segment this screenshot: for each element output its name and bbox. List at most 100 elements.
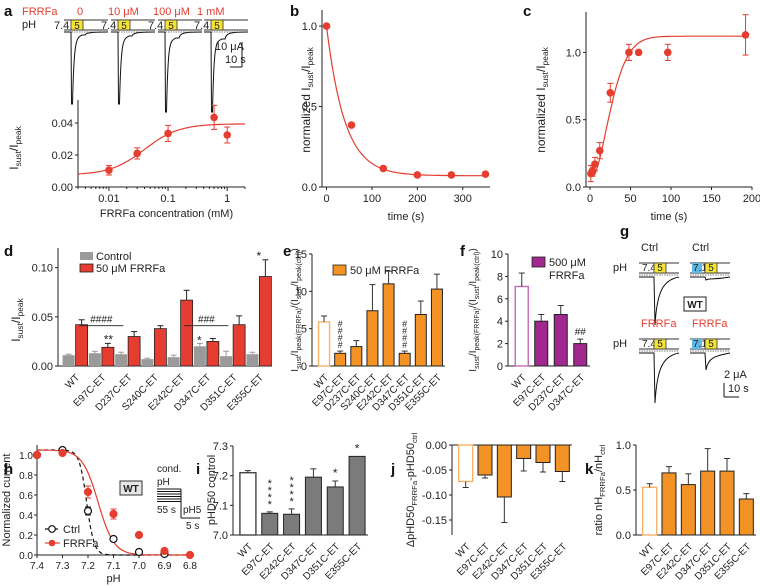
axis-label-part: /I (534, 65, 548, 72)
panel-label-g: g (620, 223, 629, 240)
ph-start-label: 7.4 (148, 20, 163, 32)
significance-star: * (257, 249, 262, 263)
x-tick-label: 0 (323, 193, 329, 205)
panel-label-b: b (290, 3, 299, 20)
x-tick-label: 1 (224, 193, 230, 205)
axis-label-part: pHD50 control (206, 455, 218, 525)
scale-time-label: 10 s (225, 54, 246, 66)
axis-label-part: I (9, 338, 23, 341)
fit-curve (590, 35, 748, 177)
legend-label-ctrl: Ctrl (63, 524, 80, 536)
bar (516, 444, 532, 459)
significance-hash: # (338, 319, 343, 329)
axis-label-y: Isust/Ipeak(FRRFa)/(Isust/Ipeak(ctrl)) (468, 248, 481, 371)
data-point (591, 160, 599, 168)
x-tick-label: 200 (408, 193, 426, 205)
axis-label-part: ctrl (598, 444, 607, 455)
axis-label-part: peak (540, 46, 550, 65)
axis-label-part: /I (9, 316, 23, 323)
frrfa-row-label: FRRFa (22, 6, 58, 18)
ph-step-box (704, 338, 718, 350)
panel-label-i: i (196, 461, 200, 478)
wt-badge-label: WT (687, 300, 703, 311)
axis-label-part: I (290, 369, 301, 372)
axis-label-y: Normalized current (1, 454, 13, 547)
significance-hash: # (402, 319, 407, 329)
axis-label-part: peak (13, 125, 23, 144)
ph-step-box (653, 338, 667, 350)
data-point-frrfa (58, 448, 67, 458)
axis-label-part: peak(FRRFa) (474, 308, 481, 350)
data-point (663, 48, 672, 57)
axis-label-part: /nH (593, 455, 605, 472)
x-tick-label: 0.01 (98, 193, 119, 205)
axis-label-part: /I (7, 144, 21, 151)
axis-label-y: pHD50 control (206, 455, 218, 525)
data-point (322, 22, 331, 30)
x-axis-label: time (s) (651, 211, 688, 223)
protocol-step-label: pH5 (183, 505, 202, 516)
ph-step-box (653, 262, 667, 274)
data-point-ctrl (109, 534, 118, 544)
axis-label-part: sust (13, 150, 23, 166)
data-point (105, 166, 113, 174)
data-point-frrfa (109, 509, 118, 519)
bar (535, 444, 551, 463)
bar-frrfa (232, 324, 246, 367)
y-tick-label: 0.8 (19, 471, 33, 482)
panel-label-k: k (585, 461, 594, 478)
bar (350, 346, 363, 367)
y-tick-label: 0.5 (302, 102, 317, 114)
protocol-label: pH (157, 477, 170, 488)
ph-start-label: 7.4 (642, 263, 656, 274)
legend-label: FRRFa (549, 270, 585, 282)
fit-curve (77, 123, 246, 175)
legend-swatch (531, 256, 546, 268)
y-tick-label: 2 (497, 339, 503, 351)
bar (414, 313, 427, 367)
axis-label-part: /I (290, 351, 301, 357)
y-tick-label: -0.15 (422, 515, 447, 527)
ph-cond-box (692, 263, 702, 273)
bar (382, 283, 395, 367)
condition-label: Ctrl (692, 242, 709, 254)
ph-step-label: 5 (657, 263, 663, 274)
data-point (133, 149, 141, 158)
x-axis-label: pH (106, 573, 120, 585)
protocol-label: cond. (157, 464, 181, 475)
axis-label-part: ctrl (410, 432, 419, 443)
y-tick-label: 0.0 (566, 182, 581, 194)
bar-frrfa (127, 336, 141, 367)
ph-row-label: pH (613, 262, 627, 274)
bar (304, 476, 322, 536)
bar (700, 470, 716, 536)
axis-label-part: sust (474, 356, 481, 369)
bar (283, 513, 301, 536)
data-point (606, 88, 615, 97)
panel-label-d: d (4, 243, 13, 260)
significance-hash: # (402, 326, 407, 336)
current-trace (690, 352, 731, 371)
y-tick-label: 7.0 (213, 530, 228, 542)
y-tick-label: 6 (497, 294, 503, 306)
ph-step-box (210, 19, 224, 31)
data-point (595, 146, 604, 155)
data-point (741, 31, 750, 39)
panel-label-f: f (460, 243, 466, 260)
significance-hash: # (338, 333, 343, 343)
y-tick-label: 1.0 (302, 21, 317, 33)
bar-frrfa (180, 299, 194, 367)
axis-label-y: normalized Isust/Ipeak (299, 46, 315, 152)
fit-curve (325, 26, 486, 177)
x-axis-label: time (s) (388, 211, 425, 223)
axis-label-part: /I (468, 351, 479, 357)
bar (317, 321, 331, 367)
data-point-frrfa (32, 450, 42, 460)
x-tick-label: 7.1 (107, 561, 121, 572)
ph-step-label: 5 (214, 21, 220, 32)
condition-label: FRRFa (641, 318, 677, 330)
y-tick-label: 0.0 (302, 182, 317, 194)
wt-badge-label: WT (123, 484, 139, 495)
